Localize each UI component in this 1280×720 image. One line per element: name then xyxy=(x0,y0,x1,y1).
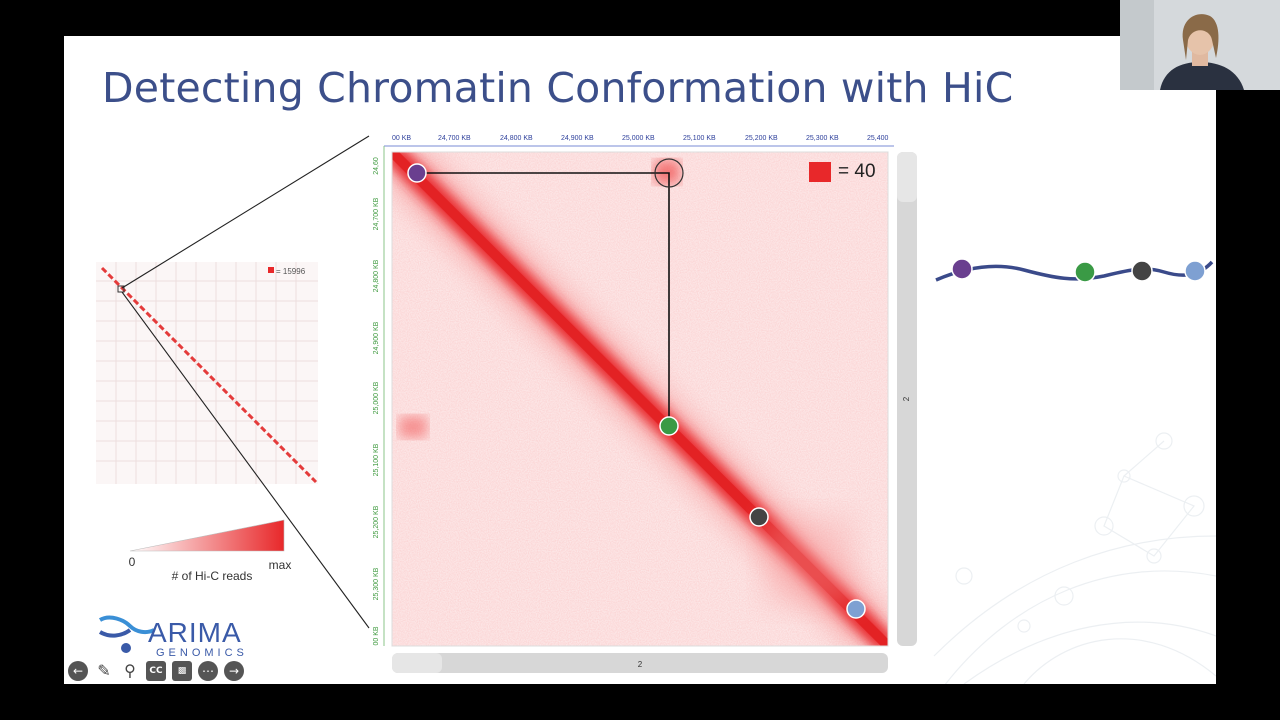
top-tick-2: 24,800 KB xyxy=(500,135,533,142)
loop-anchor-highlight xyxy=(654,158,684,188)
forward-icon[interactable]: → xyxy=(224,661,244,681)
logo-name: ARIMA xyxy=(148,617,242,648)
marker-green xyxy=(659,416,679,436)
scale-caption: # of Hi-C reads xyxy=(172,569,253,583)
top-tick-8: 25,400 xyxy=(867,135,889,142)
zoom-connector-top xyxy=(121,135,370,289)
left-tick-5: 25,100 KB xyxy=(373,443,380,476)
marker-blue xyxy=(846,599,866,619)
pen-icon[interactable]: ✎ xyxy=(97,661,111,680)
video-off-icon[interactable]: ▩ xyxy=(172,661,192,681)
strand-bead-dark xyxy=(1131,260,1153,282)
top-tick-5: 25,100 KB xyxy=(683,135,716,142)
zoom-connector-bottom xyxy=(121,291,370,629)
top-tick-1: 24,700 KB xyxy=(438,135,471,142)
vertical-scrollbar-label: 2 xyxy=(902,396,911,401)
left-tick-6: 25,200 KB xyxy=(373,505,380,538)
background-network-decoration xyxy=(933,432,1216,684)
top-tick-7: 25,300 KB xyxy=(806,135,839,142)
left-tick-4: 25,000 KB xyxy=(373,381,380,414)
left-tick-7: 25,300 KB xyxy=(373,567,380,600)
horizontal-scrollbar[interactable]: 2 xyxy=(392,653,888,673)
left-tick-3: 24,900 KB xyxy=(373,321,380,354)
top-tick-6: 25,200 KB xyxy=(745,135,778,142)
presentation-slide: Detecting Chromatin Conformation with Hi… xyxy=(64,36,1216,684)
logo-sub: GENOMICS xyxy=(156,647,248,659)
scale-max-label: max xyxy=(269,558,292,572)
marker-purple xyxy=(407,163,427,183)
zoom-hic-heatmap: 00 KB 24,700 KB 24,800 KB 24,900 KB 25,0… xyxy=(373,135,894,647)
top-tick-4: 25,000 KB xyxy=(622,135,655,142)
more-icon[interactable]: ⋯ xyxy=(198,661,218,681)
left-tick-1: 24,700 KB xyxy=(373,197,380,230)
presenter-webcam xyxy=(1120,0,1280,90)
slideshow-toolbar: ← ✎ ⚲ CC ▩ ⋯ → xyxy=(64,658,244,684)
marker-dark xyxy=(749,507,769,527)
back-icon[interactable]: ← xyxy=(68,661,88,681)
overview-hic-map: = 15996 xyxy=(96,262,318,484)
top-tick-0: 00 KB xyxy=(392,135,411,142)
color-scale-legend: 0 max # of Hi-C reads xyxy=(129,519,292,583)
strand-bead-purple xyxy=(951,258,973,280)
loop-connector-lines xyxy=(417,172,670,426)
scale-min-label: 0 xyxy=(129,555,136,569)
left-tick-8: 00 KB xyxy=(373,626,380,645)
slide-title: Detecting Chromatin Conformation with Hi… xyxy=(102,64,1014,112)
arima-genomics-logo: ARIMA GENOMICS xyxy=(98,615,248,659)
left-tick-2: 24,800 KB xyxy=(373,259,380,292)
overview-legend-label: = 15996 xyxy=(276,267,306,276)
zoom-icon[interactable]: ⚲ xyxy=(124,661,136,680)
strand-bead-blue xyxy=(1184,260,1206,282)
horizontal-scrollbar-label: 2 xyxy=(638,660,643,669)
slide-graphics: = 15996 00 KB 24,700 KB xyxy=(96,135,1216,684)
heat-legend-swatch xyxy=(809,162,831,182)
left-tick-0: 24,60 xyxy=(373,157,380,175)
heat-legend-label: = 40 xyxy=(838,161,876,182)
top-tick-3: 24,900 KB xyxy=(561,135,594,142)
cc-icon[interactable]: CC xyxy=(146,661,166,681)
presenter-image xyxy=(1120,0,1280,90)
vertical-scrollbar[interactable]: 2 xyxy=(897,152,917,646)
strand-bead-green xyxy=(1074,261,1096,283)
chromatin-strand-diagram xyxy=(935,258,1214,283)
